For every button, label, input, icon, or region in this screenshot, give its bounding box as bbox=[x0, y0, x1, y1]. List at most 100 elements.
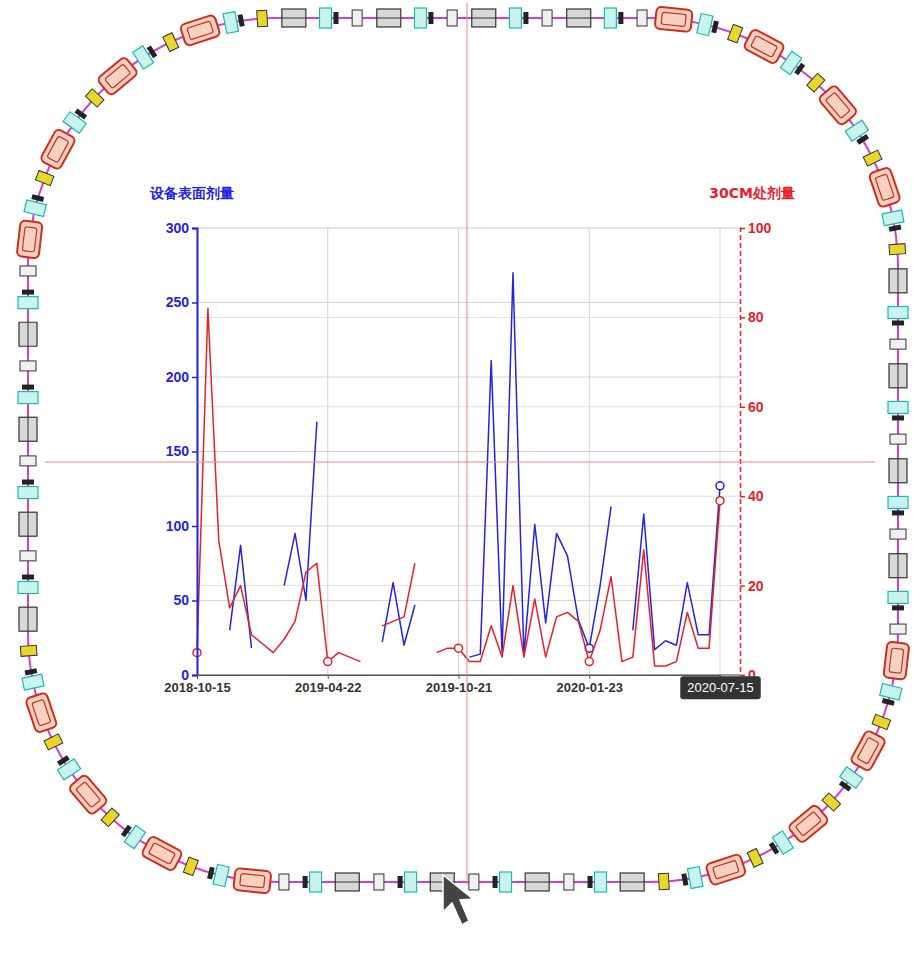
ring-element bbox=[414, 8, 433, 28]
y-tick: 250 bbox=[166, 294, 197, 310]
ring-dipole bbox=[850, 730, 887, 772]
ring-element bbox=[257, 10, 268, 27]
ring-dipole bbox=[889, 648, 904, 673]
ring-element bbox=[509, 8, 528, 28]
ring-sextupole bbox=[447, 10, 457, 26]
ring-straight-device bbox=[620, 882, 644, 883]
ring-sextupole bbox=[542, 10, 552, 26]
ring-element bbox=[19, 607, 37, 631]
ring-quadrupole bbox=[213, 864, 229, 886]
ring-sextupole bbox=[20, 361, 36, 371]
ring-element bbox=[44, 734, 63, 750]
x-tick-label: 2020-07-15 bbox=[687, 680, 754, 695]
y2-tick: 20 bbox=[740, 578, 764, 594]
ring-dipole bbox=[25, 692, 57, 733]
ring-element bbox=[890, 529, 906, 539]
ring-corrector bbox=[588, 876, 593, 888]
ring-element bbox=[889, 459, 907, 483]
ring-corrector bbox=[794, 63, 805, 76]
ring-sextupole bbox=[728, 24, 743, 42]
ring-dipole bbox=[713, 860, 740, 879]
ring-element bbox=[822, 793, 841, 811]
ring-sextupole bbox=[85, 89, 104, 107]
ring-element bbox=[25, 692, 57, 733]
ring-element bbox=[807, 73, 825, 92]
y2-tick-mark bbox=[740, 585, 745, 587]
ring-element bbox=[890, 434, 906, 444]
ring-element bbox=[743, 28, 785, 64]
ring-element bbox=[493, 872, 512, 892]
ring-element bbox=[335, 873, 359, 891]
ring-corrector bbox=[31, 194, 44, 202]
ring-straight-device bbox=[620, 873, 644, 891]
y-tick: 300 bbox=[166, 220, 197, 236]
ring-element bbox=[863, 150, 882, 166]
y2-tick-mark bbox=[740, 407, 745, 409]
ring-element bbox=[282, 9, 306, 27]
ring-sextupole bbox=[890, 624, 906, 634]
ring-sextupole bbox=[279, 874, 289, 890]
ring-sextupole bbox=[44, 734, 63, 750]
y2-axis-title: 30CM处剂量 bbox=[709, 185, 795, 201]
ring-element bbox=[888, 306, 908, 325]
ring-element bbox=[447, 10, 457, 26]
ring-element bbox=[472, 9, 496, 27]
ring-straight-device bbox=[567, 18, 591, 19]
ring-sextupole bbox=[469, 874, 479, 890]
ring-dipole bbox=[40, 128, 77, 170]
y-tick-mark bbox=[192, 377, 197, 379]
ring-element bbox=[303, 872, 322, 892]
ring-element bbox=[889, 244, 906, 255]
y2-tick-mark bbox=[740, 228, 745, 230]
ring-element bbox=[97, 56, 139, 96]
ring-element bbox=[818, 85, 858, 127]
ring-element bbox=[133, 42, 160, 69]
x-tick-label: 2019-04-22 bbox=[295, 680, 362, 695]
ring-element bbox=[63, 106, 90, 133]
ring-corrector bbox=[892, 510, 904, 515]
ring-dipole bbox=[883, 641, 909, 679]
ring-dipole bbox=[240, 873, 265, 887]
ring-quadrupole bbox=[18, 487, 38, 499]
ring-element bbox=[888, 591, 908, 610]
ring-sextupole bbox=[35, 170, 54, 185]
ring-element bbox=[780, 51, 807, 78]
ring-straight-device bbox=[472, 18, 496, 19]
ring-corrector bbox=[428, 12, 433, 24]
ring-dipole bbox=[857, 737, 879, 764]
x-tick: 2020-07-15 bbox=[680, 675, 761, 699]
ring-corrector bbox=[22, 575, 34, 580]
ring-corrector bbox=[681, 873, 688, 886]
ring-sextupole bbox=[564, 874, 574, 890]
ring-element bbox=[889, 554, 907, 578]
y-tick-mark bbox=[192, 451, 197, 453]
ring-element bbox=[68, 774, 108, 816]
ring-element bbox=[836, 767, 863, 794]
ring-quadrupole bbox=[18, 392, 38, 404]
grid-line bbox=[197, 377, 740, 378]
ring-straight-device bbox=[377, 9, 401, 27]
series-marker bbox=[455, 644, 463, 652]
ring-element bbox=[141, 835, 183, 871]
ring-corrector bbox=[618, 12, 623, 24]
ring-straight-device bbox=[282, 18, 306, 19]
ring-sextupole bbox=[889, 244, 906, 255]
ring-corrector bbox=[398, 876, 403, 888]
ring-corrector bbox=[74, 108, 87, 119]
ring-element bbox=[35, 170, 54, 185]
ring-element bbox=[767, 831, 794, 858]
ring-corrector bbox=[303, 876, 308, 888]
plot-marks bbox=[193, 273, 724, 666]
ring-element bbox=[319, 8, 338, 28]
ring-straight-device bbox=[889, 554, 907, 578]
ring-corrector bbox=[22, 385, 34, 390]
ring-element bbox=[588, 872, 607, 892]
ring-element bbox=[637, 10, 647, 26]
y2-tick-mark bbox=[740, 317, 745, 319]
ring-element bbox=[20, 266, 36, 276]
ring-sextupole bbox=[352, 10, 362, 26]
ring-element bbox=[398, 872, 417, 892]
ring-dipole bbox=[32, 699, 51, 726]
ring-quadrupole bbox=[414, 8, 426, 28]
y-tick-mark bbox=[192, 302, 197, 304]
